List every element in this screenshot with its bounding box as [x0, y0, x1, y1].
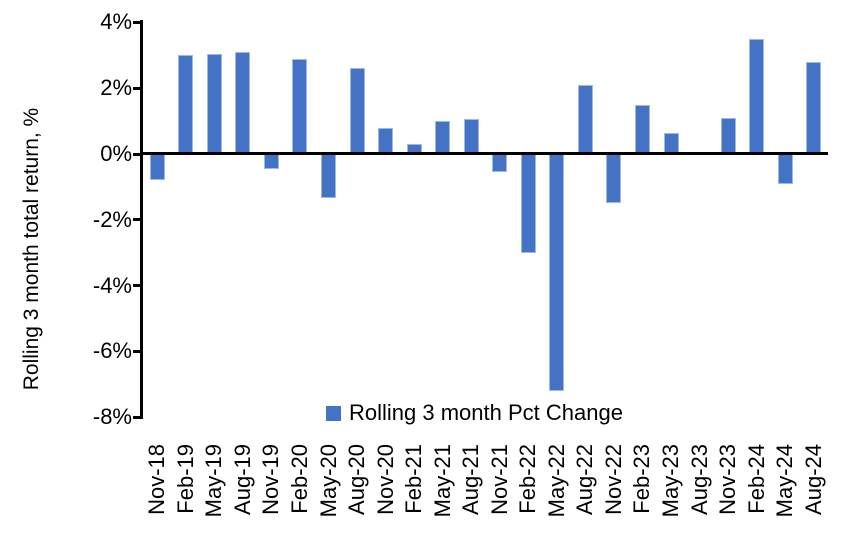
y-tick-label: 2%: [100, 75, 132, 101]
bar-aug-21: [463, 119, 479, 154]
bar-feb-20: [292, 58, 308, 154]
bar-aug-20: [349, 68, 365, 154]
x-tick-label: Nov-22: [600, 444, 626, 515]
bar-nov-23: [720, 117, 736, 154]
bar-feb-19: [178, 55, 194, 154]
zero-baseline: [143, 152, 828, 155]
legend-square-marker: [326, 405, 341, 421]
bar-may-24: [777, 154, 793, 184]
x-tick-label: Aug-21: [458, 444, 484, 515]
x-tick-label: Feb-24: [743, 444, 769, 514]
y-tick-label: -2%: [92, 206, 132, 232]
x-tick-label: May-21: [429, 444, 455, 518]
y-tick-mark: [133, 86, 141, 90]
bar-aug-22: [577, 84, 593, 154]
x-tick-label: Feb-19: [172, 444, 198, 514]
x-tick-label: Aug-23: [686, 444, 712, 515]
x-tick-label: Aug-24: [800, 444, 826, 515]
x-tick-label: Aug-22: [572, 444, 598, 515]
bar-may-21: [435, 121, 451, 154]
y-tick-mark: [133, 152, 141, 156]
y-tick-mark: [133, 218, 141, 222]
x-tick-label: Feb-21: [401, 444, 427, 514]
x-tick-label: May-23: [658, 444, 684, 518]
x-tick-label: May-20: [315, 444, 341, 518]
x-tick-label: Nov-21: [486, 444, 512, 515]
bar-aug-19: [235, 52, 251, 154]
bar-nov-22: [606, 154, 622, 204]
bar-feb-24: [749, 38, 765, 154]
y-tick-mark: [133, 415, 141, 419]
y-tick-mark: [133, 349, 141, 353]
y-axis-title: Rolling 3 month total return, %: [20, 107, 43, 391]
x-tick-label: May-19: [201, 444, 227, 518]
bar-may-22: [549, 154, 565, 391]
bar-nov-18: [149, 154, 165, 181]
legend-label: Rolling 3 month Pct Change: [349, 400, 623, 425]
x-tick-label: Feb-20: [286, 444, 312, 514]
y-tick-label: 0%: [100, 141, 132, 166]
bar-feb-22: [520, 154, 536, 253]
x-tick-label: Feb-23: [629, 444, 655, 514]
y-tick-mark: [133, 284, 141, 288]
bar-may-23: [663, 132, 679, 154]
y-tick-label: -8%: [92, 404, 132, 430]
x-tick-label: May-24: [772, 444, 798, 518]
y-tick-label: -6%: [92, 338, 132, 364]
y-tick-label: 4%: [100, 9, 132, 35]
x-tick-label: Aug-19: [229, 444, 255, 515]
x-tick-label: Feb-22: [515, 444, 541, 514]
y-tick-mark: [133, 20, 141, 24]
bar-aug-24: [806, 61, 822, 154]
y-tick-label: -4%: [92, 272, 132, 298]
bar-may-20: [321, 154, 337, 199]
x-tick-label: Nov-18: [144, 444, 170, 515]
y-axis-line: [140, 20, 143, 419]
x-tick-label: Nov-19: [258, 444, 284, 515]
bar-nov-20: [378, 127, 394, 154]
bar-nov-19: [263, 154, 279, 169]
bar-may-19: [206, 53, 222, 154]
x-tick-label: Aug-20: [344, 444, 370, 515]
chart-legend: Rolling 3 month Pct Change: [326, 401, 623, 425]
x-tick-label: May-22: [543, 444, 569, 518]
bar-feb-23: [634, 104, 650, 154]
bar-nov-21: [492, 154, 508, 173]
x-tick-label: Nov-20: [372, 444, 398, 515]
x-tick-label: Nov-23: [715, 444, 741, 515]
